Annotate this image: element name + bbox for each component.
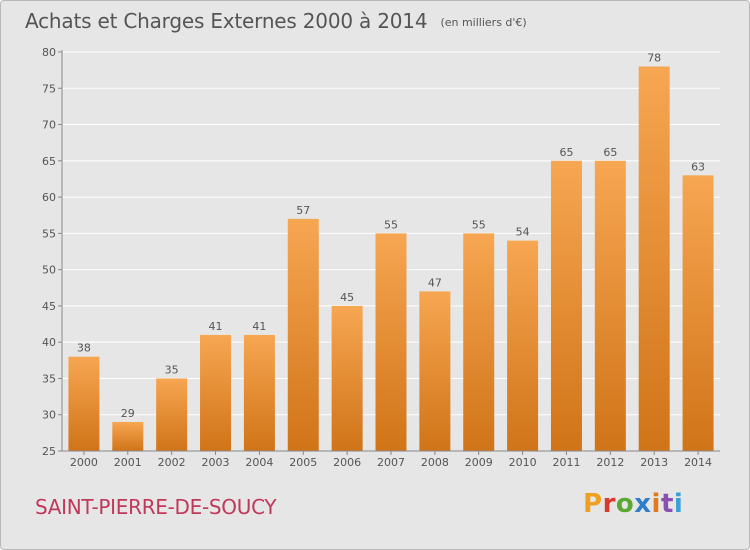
bar-2014 <box>682 175 714 451</box>
y-tick-label: 70 <box>42 119 56 132</box>
x-tick-label: 2008 <box>421 456 449 469</box>
bar-2012 <box>594 160 626 451</box>
x-tick-label: 2009 <box>465 456 493 469</box>
proxiti-logo: Proxiti <box>583 489 683 519</box>
y-tick-label: 65 <box>42 155 56 168</box>
y-tick-label: 55 <box>42 227 56 240</box>
commune-name: SAINT-PIERRE-DE-SOUCY <box>35 495 277 519</box>
bar-value-label: 55 <box>384 218 398 231</box>
bar-2007 <box>375 233 407 451</box>
bar-2004 <box>243 334 275 451</box>
x-tick-label: 2005 <box>289 456 317 469</box>
x-tick-label: 2006 <box>333 456 361 469</box>
x-tick-label: 2014 <box>684 456 712 469</box>
logo-letter: o <box>615 489 635 519</box>
logo-letter: x <box>634 489 652 519</box>
bar-value-label: 38 <box>77 342 91 355</box>
bar-value-label: 41 <box>209 320 223 333</box>
x-tick-label: 2002 <box>158 456 186 469</box>
logo-letter: i <box>673 489 684 519</box>
x-tick-label: 2000 <box>70 456 98 469</box>
x-tick-label: 2013 <box>640 456 668 469</box>
chart-title: Achats et Charges Externes 2000 à 2014 <box>25 9 428 33</box>
logo-letter: P <box>583 489 603 519</box>
bar-2000 <box>68 356 100 451</box>
bar-2001 <box>112 421 144 451</box>
bar-2002 <box>156 378 188 451</box>
bar-value-label: 78 <box>647 52 661 65</box>
bar-2003 <box>200 334 232 451</box>
x-tick-label: 2001 <box>114 456 142 469</box>
bar-2006 <box>331 305 363 451</box>
logo-letter: t <box>660 489 674 519</box>
x-tick-label: 2007 <box>377 456 405 469</box>
bar-value-label: 65 <box>559 146 573 159</box>
axis-layer: 25 30 35 40 45 50 55 60 65 70 75 80 2000 2001 2002 2003… <box>42 46 720 469</box>
y-tick-label: 50 <box>42 264 56 277</box>
bar-value-label: 63 <box>691 160 705 173</box>
x-tick-label: 2012 <box>596 456 624 469</box>
bar-value-label: 41 <box>252 320 266 333</box>
bar-2005 <box>287 218 319 451</box>
y-tick-label: 45 <box>42 300 56 313</box>
bar-2008 <box>419 291 451 451</box>
x-tick-label: 2003 <box>202 456 230 469</box>
bar-value-label: 47 <box>428 276 442 289</box>
bar-value-label: 54 <box>516 226 530 239</box>
y-tick-label: 75 <box>42 82 56 95</box>
bar-2009 <box>463 233 495 451</box>
y-tick-label: 30 <box>42 409 56 422</box>
bar-2013 <box>638 66 670 451</box>
bar-layer <box>68 66 714 451</box>
y-tick-label: 25 <box>42 445 56 458</box>
logo-letter: i <box>651 489 661 519</box>
x-tick-label: 2010 <box>509 456 537 469</box>
bar-value-label: 29 <box>121 407 135 420</box>
x-tick-label: 2004 <box>245 456 273 469</box>
bar-value-label: 35 <box>165 363 179 376</box>
x-tick-label: 2011 <box>552 456 580 469</box>
chart-unit: (en milliers d'€) <box>440 16 527 29</box>
y-tick-label: 60 <box>42 191 56 204</box>
bar-value-label: 55 <box>472 218 486 231</box>
bar-value-label: 65 <box>603 146 617 159</box>
bar-value-label: 57 <box>296 204 310 217</box>
y-tick-label: 80 <box>42 46 56 59</box>
label-layer: 38 29 35 41 41 57 45 55 47 55 54 65 65 78 63 <box>77 52 705 420</box>
logo-letter: r <box>602 489 616 519</box>
title-row: Achats et Charges Externes 2000 à 2014 (… <box>25 9 527 33</box>
y-tick-label: 40 <box>42 336 56 349</box>
bar-2011 <box>550 160 582 451</box>
y-tick-label: 35 <box>42 372 56 385</box>
bar-2010 <box>507 240 539 451</box>
bar-value-label: 45 <box>340 291 354 304</box>
